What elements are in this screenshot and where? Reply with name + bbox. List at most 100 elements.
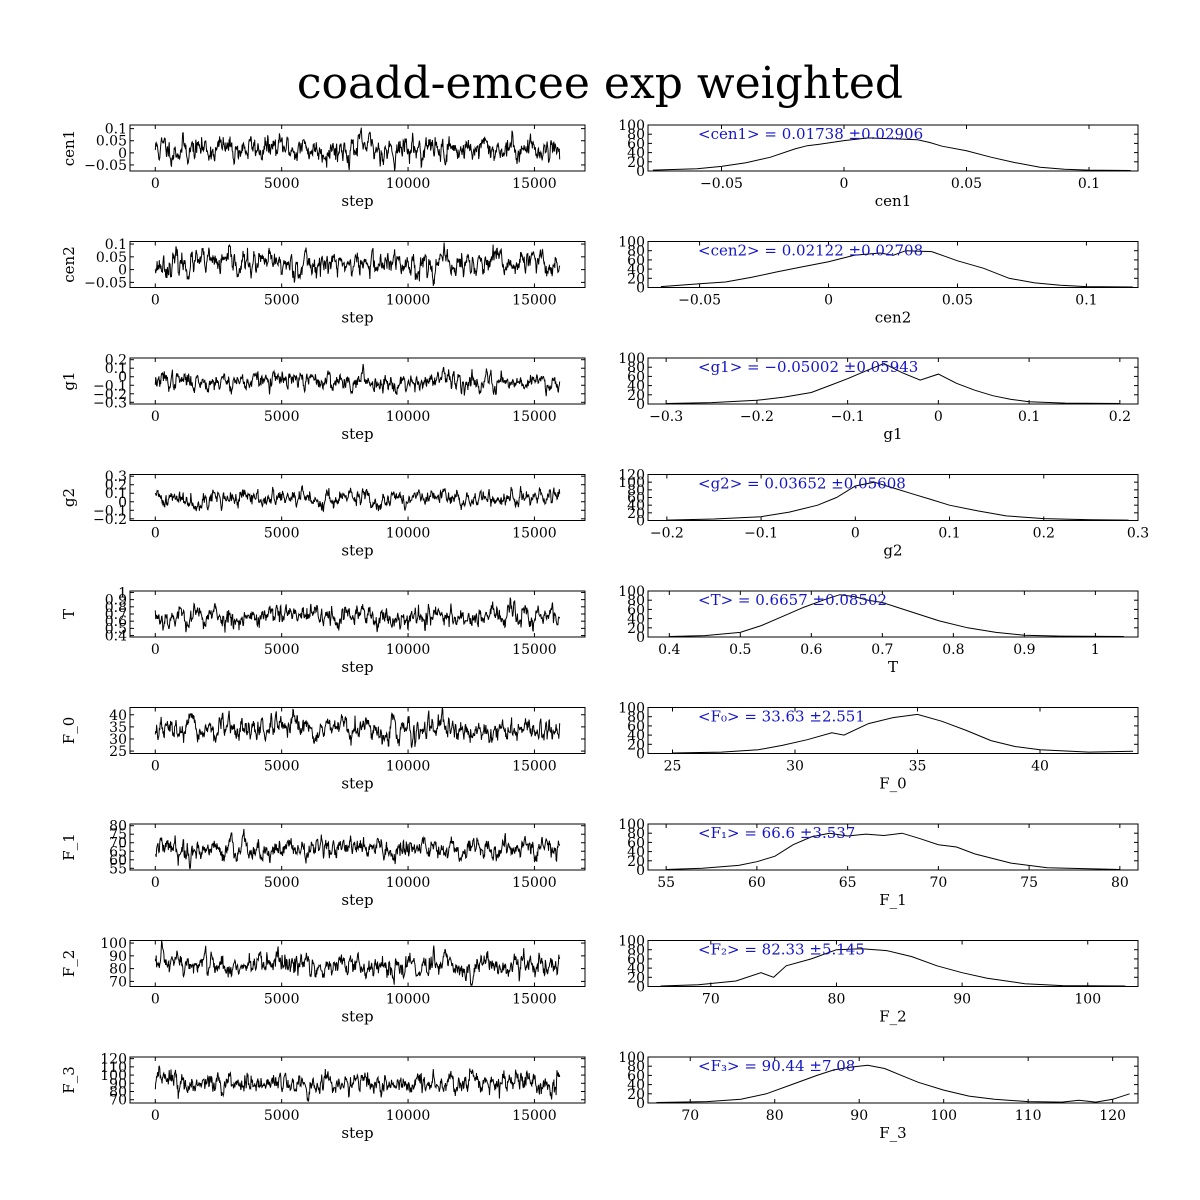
hist-g1-frame — [647, 357, 1139, 405]
hist-F_1-ytick-label: 40 — [627, 845, 645, 861]
trace-F_0-xtick-label: 5000 — [264, 759, 300, 775]
hist-T-xlabel: T — [888, 658, 898, 676]
trace-F_1-xtick-label: 5000 — [264, 875, 300, 891]
hist-cen1-ytick-label: 60 — [627, 136, 645, 152]
hist-cen2-ytick-label: 80 — [627, 244, 645, 260]
hist-T-ytick-label: 40 — [627, 612, 645, 628]
hist-F_2-ytick-label: 60 — [627, 952, 645, 968]
trace-g1-ytick-label: 0.2 — [105, 353, 127, 369]
hist-cen2-xtick-label: 0.05 — [942, 293, 973, 309]
hist-F_2-xtick-label: 90 — [953, 992, 971, 1008]
trace-g1-xtick-label: 10000 — [386, 409, 431, 425]
trace-cen1-series-line — [154, 127, 561, 171]
hist-F_0-annotation: <F₀> = 33.63 ±2.551 — [698, 708, 865, 726]
hist-F_1-ytick-label: 80 — [627, 826, 645, 842]
hist-F_3-xtick-label: 90 — [850, 1108, 868, 1124]
hist-g1-xtick-label: 0.1 — [1018, 409, 1040, 425]
hist-F_2-frame — [647, 940, 1139, 987]
trace-g2-ytick-label: −0.1 — [93, 503, 127, 519]
hist-F_0-ytick-label: 0 — [636, 747, 645, 763]
trace-F_3-ytick-label: 100 — [100, 1068, 127, 1084]
hist-T-xtick-label: 0.8 — [942, 642, 964, 658]
hist-g1-density-line — [666, 362, 1120, 404]
hist-F_3-density-line — [656, 1064, 1130, 1103]
trace-g2-xtick-label: 0 — [151, 526, 160, 542]
trace-cen1-ytick-label: 0.1 — [105, 122, 127, 138]
trace-g1-xtick-label: 15000 — [512, 409, 557, 425]
hist-g2-annotation: <g2> = 0.03652 ±0.05608 — [698, 475, 906, 493]
hist-cen1-ytick-label: 20 — [627, 155, 645, 171]
trace-cen2-ytick-label: 0.05 — [96, 250, 127, 266]
trace-cen2-xtick-label: 5000 — [264, 293, 300, 309]
hist-cen1-ytick-label: 40 — [627, 146, 645, 162]
trace-F_0-series-line — [154, 707, 561, 749]
trace-F_1-ytick-label: 60 — [109, 853, 127, 869]
trace-g2-ylabel: g2 — [60, 488, 78, 507]
hist-F_1-ytick-label: 100 — [618, 817, 645, 833]
trace-g1-ylabel: g1 — [60, 371, 78, 390]
hist-g2-ytick-label: 20 — [627, 506, 645, 522]
hist-g2-ytick-label: 60 — [627, 491, 645, 507]
hist-cen1-xtick-label: 0.1 — [1078, 176, 1100, 192]
hist-g1-ytick-label: 100 — [618, 351, 645, 367]
hist-T-xtick-label: 0.7 — [871, 642, 893, 658]
hist-g1-xtick-label: −0.1 — [831, 409, 865, 425]
hist-g2-xtick-label: 0 — [851, 526, 860, 542]
hist-T-xtick-label: 1 — [1091, 642, 1100, 658]
trace-F_1-ytick-label: 55 — [109, 861, 127, 877]
hist-F_3-ytick-label: 100 — [618, 1050, 645, 1066]
hist-cen2-ytick-label: 40 — [627, 262, 645, 278]
hist-cen1-ytick-label: 100 — [618, 118, 645, 134]
trace-cen2-ylabel: cen2 — [60, 246, 78, 282]
hist-cen2-ytick-label: 20 — [627, 271, 645, 287]
hist-F_0-xtick-label: 30 — [786, 759, 804, 775]
hist-g1-ytick-label: 40 — [627, 379, 645, 395]
hist-F_1-xtick-label: 80 — [1111, 875, 1129, 891]
trace-F_1-xtick-label: 0 — [151, 875, 160, 891]
hist-g1-ytick-label: 80 — [627, 360, 645, 376]
hist-cen1-xtick-label: −0.05 — [700, 176, 743, 192]
trace-F_3-ytick-label: 110 — [100, 1060, 127, 1076]
hist-g1-ytick-label: 20 — [627, 388, 645, 404]
trace-F_0-xlabel: step — [341, 775, 373, 793]
trace-F_0-ytick-label: 30 — [109, 732, 127, 748]
hist-F_3-ytick-label: 0 — [636, 1096, 645, 1112]
trace-T-xtick-label: 0 — [151, 642, 160, 658]
hist-g2-ytick-label: 100 — [618, 475, 645, 491]
trace-T-xtick-label: 5000 — [264, 642, 300, 658]
hist-T-xtick-label: 0.4 — [658, 642, 680, 658]
hist-F_2-xlabel: F_2 — [879, 1008, 906, 1026]
hist-F_0-xtick-label: 40 — [1031, 759, 1049, 775]
hist-cen2-frame — [647, 241, 1139, 288]
trace-F_0-frame — [129, 707, 586, 754]
trace-g2-series-line — [154, 485, 561, 513]
hist-F_1-annotation: <F₁> = 66.6 ±3.537 — [698, 824, 855, 842]
trace-F_2-ytick-label: 90 — [109, 949, 127, 965]
hist-g2-xtick-label: −0.1 — [744, 526, 778, 542]
hist-F_3-xtick-label: 70 — [681, 1108, 699, 1124]
hist-g2-ytick-label: 80 — [627, 483, 645, 499]
hist-F_2-ytick-label: 40 — [627, 961, 645, 977]
trace-F_1-ytick-label: 75 — [109, 827, 127, 843]
hist-g1-xtick-label: 0 — [934, 409, 943, 425]
trace-cen1-frame — [129, 124, 586, 172]
hist-g2-ytick-label: 0 — [636, 514, 645, 530]
trace-F_0-xtick-label: 0 — [151, 759, 160, 775]
hist-F_3-annotation: <F₃> = 90.44 ±7.08 — [698, 1057, 855, 1075]
hist-T-xtick-label: 0.9 — [1013, 642, 1035, 658]
hist-g1-ytick-label: 0 — [636, 397, 645, 413]
trace-F_1-ytick-label: 65 — [109, 844, 127, 860]
hist-F_2-density-line — [660, 948, 1126, 987]
hist-F_1-xtick-label: 55 — [657, 875, 675, 891]
hist-F_1-ytick-label: 0 — [636, 863, 645, 879]
hist-T-density-line — [669, 594, 1124, 637]
hist-cen2-annotation: <cen2> = 0.02122 ±0.02708 — [698, 242, 923, 260]
hist-F_1-xtick-label: 75 — [1020, 875, 1038, 891]
trace-F_3-xtick-label: 10000 — [386, 1108, 431, 1124]
trace-T-ytick-label: 1 — [118, 585, 127, 601]
trace-F_1-ytick-label: 70 — [109, 836, 127, 852]
trace-g1-ytick-label: 0.1 — [105, 361, 127, 377]
hist-T-ytick-label: 0 — [636, 630, 645, 646]
trace-g1-xtick-label: 0 — [151, 409, 160, 425]
hist-cen2-density-line — [660, 250, 1133, 288]
